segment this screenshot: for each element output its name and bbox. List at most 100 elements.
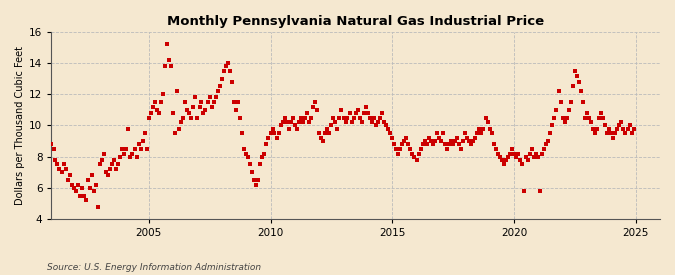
Point bbox=[161, 42, 172, 47]
Point bbox=[529, 155, 539, 159]
Point bbox=[575, 89, 586, 94]
Point bbox=[52, 162, 63, 167]
Point bbox=[460, 131, 470, 136]
Point bbox=[502, 155, 513, 159]
Point bbox=[334, 116, 345, 120]
Point bbox=[344, 111, 355, 115]
Point bbox=[555, 100, 566, 104]
Point bbox=[107, 162, 117, 167]
Point bbox=[377, 111, 387, 115]
Point bbox=[433, 136, 444, 140]
Point bbox=[338, 116, 349, 120]
Point bbox=[626, 131, 637, 136]
Point bbox=[257, 155, 268, 159]
Point bbox=[233, 100, 244, 104]
Point bbox=[320, 131, 331, 136]
Point bbox=[225, 69, 236, 73]
Point bbox=[482, 120, 493, 125]
Point bbox=[127, 151, 138, 156]
Point bbox=[111, 167, 122, 171]
Point bbox=[147, 104, 158, 109]
Point bbox=[330, 120, 341, 125]
Point bbox=[561, 116, 572, 120]
Point bbox=[435, 139, 446, 143]
Point bbox=[190, 95, 200, 100]
Point bbox=[149, 100, 160, 104]
Point bbox=[157, 92, 168, 97]
Point bbox=[608, 136, 619, 140]
Point bbox=[101, 170, 111, 174]
Point bbox=[143, 116, 154, 120]
Point bbox=[462, 136, 472, 140]
Text: Source: U.S. Energy Information Administration: Source: U.S. Energy Information Administ… bbox=[47, 263, 261, 272]
Point bbox=[616, 120, 627, 125]
Point bbox=[277, 120, 288, 125]
Point bbox=[204, 95, 215, 100]
Point bbox=[50, 158, 61, 162]
Point bbox=[328, 116, 339, 120]
Point bbox=[437, 131, 448, 136]
Point bbox=[606, 131, 617, 136]
Point bbox=[290, 123, 300, 128]
Point bbox=[261, 142, 272, 146]
Point bbox=[574, 80, 585, 84]
Point bbox=[269, 131, 280, 136]
Point bbox=[117, 147, 128, 151]
Point bbox=[165, 64, 176, 68]
Point bbox=[419, 139, 430, 143]
Point bbox=[379, 120, 389, 125]
Point bbox=[458, 139, 468, 143]
Point bbox=[454, 142, 464, 146]
Point bbox=[456, 147, 466, 151]
Point bbox=[565, 100, 576, 104]
Point bbox=[539, 147, 549, 151]
Point bbox=[196, 100, 207, 104]
Point bbox=[58, 162, 69, 167]
Point bbox=[115, 155, 126, 159]
Point bbox=[239, 147, 250, 151]
Point bbox=[279, 116, 290, 120]
Point bbox=[520, 155, 531, 159]
Point bbox=[551, 108, 562, 112]
Point bbox=[600, 123, 611, 128]
Point bbox=[292, 126, 302, 131]
Point bbox=[206, 104, 217, 109]
Point bbox=[332, 126, 343, 131]
Point bbox=[66, 183, 77, 187]
Point bbox=[70, 189, 81, 193]
Point bbox=[614, 123, 625, 128]
Point bbox=[103, 173, 113, 178]
Point bbox=[554, 89, 564, 94]
Point bbox=[213, 89, 223, 94]
Point bbox=[336, 108, 347, 112]
Point bbox=[131, 155, 142, 159]
Point bbox=[113, 162, 124, 167]
Point bbox=[567, 84, 578, 89]
Point bbox=[584, 116, 595, 120]
Point bbox=[395, 147, 406, 151]
Point bbox=[318, 139, 329, 143]
Point bbox=[427, 142, 438, 146]
Point bbox=[141, 147, 152, 151]
Point bbox=[125, 155, 136, 159]
Point bbox=[298, 120, 308, 125]
Point bbox=[367, 120, 377, 125]
Point bbox=[192, 116, 203, 120]
Point bbox=[60, 167, 71, 171]
Point bbox=[591, 126, 602, 131]
Point bbox=[389, 142, 400, 146]
Point bbox=[602, 131, 613, 136]
Point bbox=[221, 64, 232, 68]
Point bbox=[500, 158, 511, 162]
Point bbox=[464, 139, 475, 143]
Point bbox=[429, 139, 440, 143]
Title: Monthly Pennsylvania Natural Gas Industrial Price: Monthly Pennsylvania Natural Gas Industr… bbox=[167, 15, 544, 28]
Point bbox=[340, 120, 351, 125]
Point bbox=[80, 198, 91, 202]
Point bbox=[314, 131, 325, 136]
Point bbox=[492, 151, 503, 156]
Point bbox=[452, 136, 462, 140]
Point bbox=[417, 142, 428, 146]
Point bbox=[443, 142, 454, 146]
Point bbox=[97, 158, 107, 162]
